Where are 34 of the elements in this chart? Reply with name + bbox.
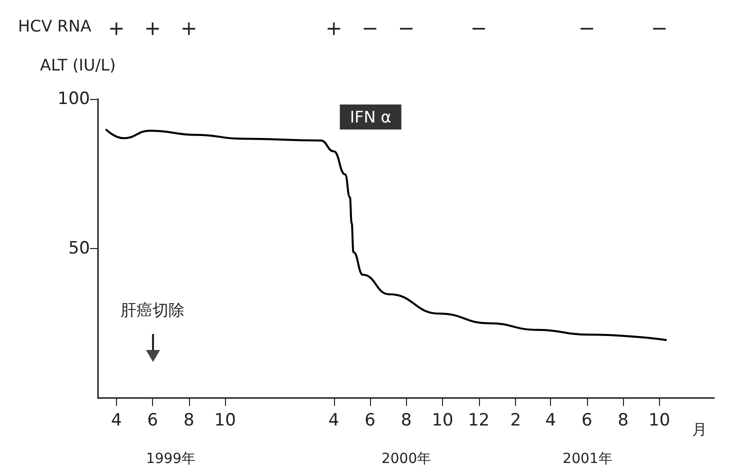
text: + bbox=[144, 16, 162, 40]
text: HCV RNA bbox=[18, 16, 92, 36]
x-tick-label: 10 bbox=[648, 410, 670, 430]
text: − bbox=[398, 16, 415, 40]
text: − bbox=[650, 16, 668, 40]
y-axis-title: ALT (IU/L) bbox=[40, 56, 116, 74]
text: − bbox=[362, 16, 378, 40]
y-tick-label: 100 bbox=[58, 89, 90, 109]
text: 2001年 bbox=[562, 451, 612, 467]
text: + bbox=[180, 16, 198, 40]
text: + bbox=[108, 16, 125, 40]
y-tick-label: 50 bbox=[68, 238, 90, 258]
x-tick-label: 4 bbox=[111, 410, 122, 430]
x-tick-label: 12 bbox=[468, 410, 490, 430]
x-tick-label: 8 bbox=[183, 410, 194, 430]
text: 1999年 bbox=[146, 451, 196, 467]
x-axis-title: 月 bbox=[692, 420, 707, 438]
x-tick-label: 6 bbox=[581, 410, 592, 430]
x-tick-label: 6 bbox=[364, 410, 376, 430]
x-tick-label: 4 bbox=[328, 410, 340, 430]
text: − bbox=[470, 16, 488, 40]
x-tick-label: 4 bbox=[545, 410, 556, 430]
annotation: IFN α bbox=[350, 108, 392, 126]
annotation: 肝癌切除 bbox=[120, 300, 185, 320]
x-tick-label: 8 bbox=[400, 410, 412, 430]
x-tick-label: 10 bbox=[214, 410, 236, 430]
x-tick-label: 2 bbox=[510, 410, 522, 430]
text: 2000年 bbox=[381, 451, 432, 467]
line-series bbox=[105, 128, 667, 341]
text: − bbox=[578, 16, 596, 40]
x-tick-label: 6 bbox=[147, 410, 158, 430]
text: + bbox=[325, 16, 342, 40]
x-tick-label: 10 bbox=[432, 410, 454, 430]
x-tick-label: 8 bbox=[618, 410, 629, 430]
